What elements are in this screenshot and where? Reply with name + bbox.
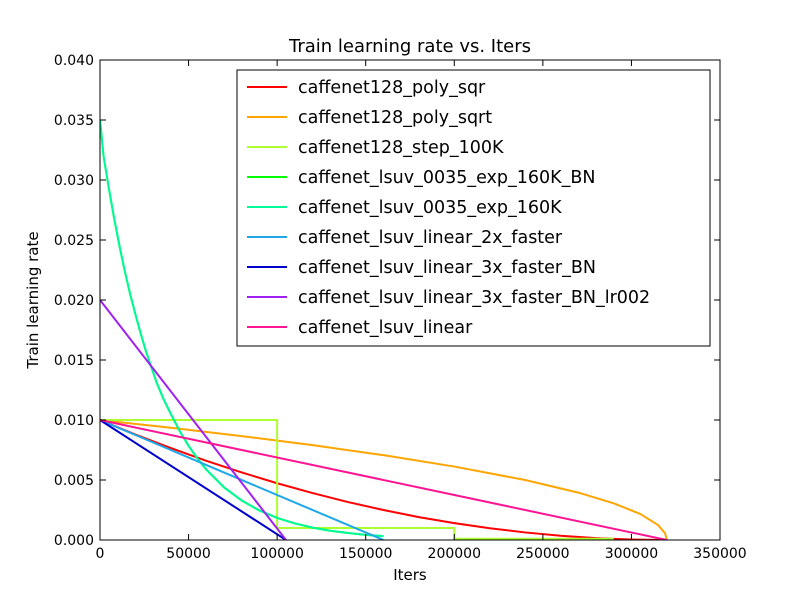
y-tick-label: 0.025: [54, 233, 94, 249]
legend-label-caffenet128-poly-sqrt: caffenet128_poly_sqrt: [298, 108, 492, 128]
x-tick-label: 250000: [516, 546, 569, 562]
x-axis-label: Iters: [393, 566, 427, 584]
chart-title: Train learning rate vs. Iters: [288, 36, 531, 57]
series-line-caffenet-lsuv-linear-3x-faster-bn: [100, 419, 287, 540]
y-tick-label: 0.030: [54, 173, 94, 189]
series-line-caffenet-lsuv-linear-3x-faster-bn-lr002: [100, 299, 287, 540]
legend-label-caffenet128-step-100k: caffenet128_step_100K: [298, 138, 504, 158]
legend-label-caffenet-lsuv-linear-2x-faster: caffenet_lsuv_linear_2x_faster: [298, 228, 563, 248]
series-line-caffenet-lsuv-linear: [100, 419, 668, 540]
series-line-caffenet-lsuv-linear-2x-faster: [100, 419, 384, 540]
legend-label-caffenet-lsuv-linear-3x-faster-bn-lr002: caffenet_lsuv_linear_3x_faster_BN_lr002: [298, 288, 650, 308]
legend: caffenet128_poly_sqr caffenet128_poly_sqr…: [236, 69, 711, 347]
legend-label-caffenet-lsuv-linear-3x-faster-bn: caffenet_lsuv_linear_3x_faster_BN: [298, 258, 596, 278]
y-axis-label: Train learning rate: [24, 231, 42, 369]
x-tick-label: 0: [96, 546, 105, 562]
legend-entries: caffenet128_poly_sqr caffenet128_poly_sqr…: [247, 78, 650, 338]
y-tick-label: 0.040: [54, 53, 94, 69]
tick-labels-layer: 0 50000 100000 150000 200000 250000 300000 3500…: [54, 53, 747, 562]
x-tick-label: 350000: [693, 546, 746, 562]
legend-label-caffenet-lsuv-0035-exp-160k-bn: caffenet_lsuv_0035_exp_160K_BN: [298, 168, 596, 188]
x-tick-label: 150000: [339, 546, 392, 562]
series-line-caffenet128-poly-sqrt: [100, 419, 668, 540]
x-tick-label: 50000: [166, 546, 211, 562]
plot-area: [100, 119, 668, 540]
y-tick-label: 0.020: [54, 293, 94, 309]
ticks-layer: [99, 59, 721, 541]
x-tick-label: 300000: [605, 546, 658, 562]
legend-label-caffenet128-poly-sqr: caffenet128_poly_sqr: [298, 78, 486, 98]
x-tick-label: 200000: [428, 546, 481, 562]
x-tick-label: 100000: [250, 546, 303, 562]
y-tick-label: 0.005: [54, 473, 94, 489]
series-layer: [100, 119, 668, 540]
y-tick-label: 0.010: [54, 413, 94, 429]
legend-frame: [236, 69, 711, 347]
series-line-caffenet128-step-100k: [100, 419, 614, 540]
y-tick-label: 0.015: [54, 353, 94, 369]
legend-label-caffenet-lsuv-0035-exp-160k: caffenet_lsuv_0035_exp_160K: [298, 198, 562, 218]
y-tick-label: 0.035: [54, 113, 94, 129]
series-line-caffenet-lsuv-0035-exp-160k: [100, 119, 384, 538]
legend-label-caffenet-lsuv-linear: caffenet_lsuv_linear: [298, 318, 473, 338]
y-tick-label: 0.000: [54, 533, 94, 549]
